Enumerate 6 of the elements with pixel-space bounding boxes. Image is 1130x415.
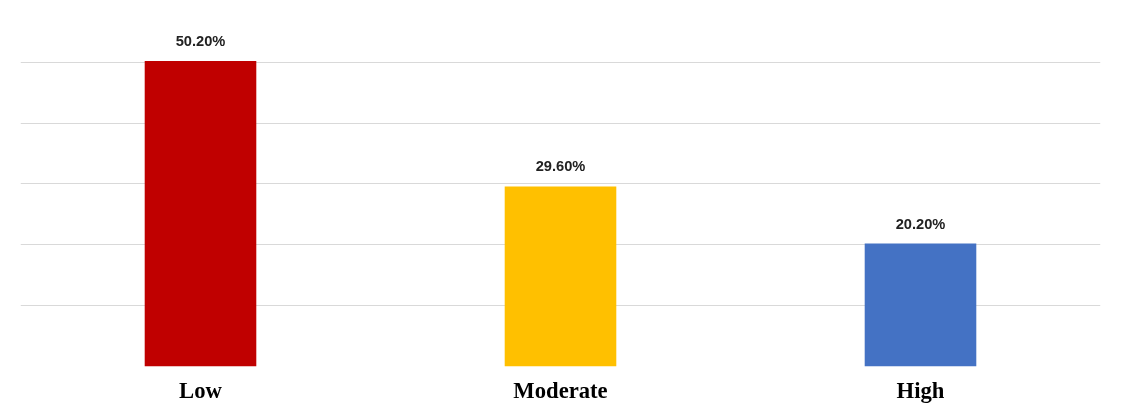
data-label: 29.60% xyxy=(535,158,586,175)
x-tick-label: High xyxy=(896,377,945,403)
data-label: 20.20% xyxy=(895,215,946,232)
data-label: 50.20% xyxy=(175,33,226,50)
x-tick-label: Low xyxy=(179,377,223,403)
x-tick-label: Moderate xyxy=(513,377,608,403)
